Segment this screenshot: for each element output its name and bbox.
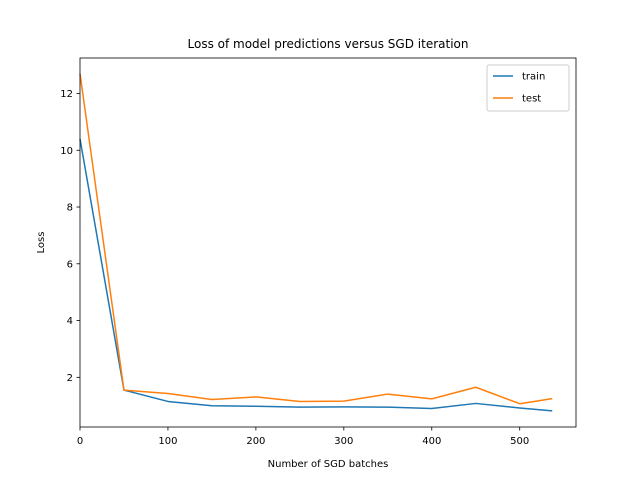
x-tick-label: 300: [334, 436, 353, 447]
y-tick-label: 12: [60, 89, 73, 100]
x-tick-label: 100: [158, 436, 177, 447]
y-tick-label: 10: [60, 146, 73, 157]
x-tick-label: 200: [246, 436, 265, 447]
legend-label-test: test: [522, 94, 541, 105]
series-line-test: [79, 73, 553, 405]
x-tick-label: 0: [77, 436, 83, 447]
y-tick-label: 2: [67, 373, 73, 384]
axes-frame: [79, 57, 577, 428]
x-axis-label: Number of SGD batches: [268, 459, 389, 470]
chart-title: Loss of model predictions versus SGD ite…: [188, 37, 469, 51]
plot-area: [79, 73, 553, 412]
legend: train test: [486, 64, 570, 112]
series-line-train: [79, 138, 553, 412]
y-tick-label: 8: [67, 203, 73, 214]
y-axis-label: Loss: [36, 232, 47, 254]
y-axis: 2 4 6 8 10 12: [60, 89, 80, 384]
x-axis: 0 100 200 300 400 500: [77, 427, 529, 447]
y-tick-label: 4: [67, 316, 73, 327]
x-tick-label: 500: [510, 436, 529, 447]
legend-label-train: train: [522, 72, 545, 83]
x-tick-label: 400: [422, 436, 441, 447]
y-tick-label: 6: [67, 259, 73, 270]
